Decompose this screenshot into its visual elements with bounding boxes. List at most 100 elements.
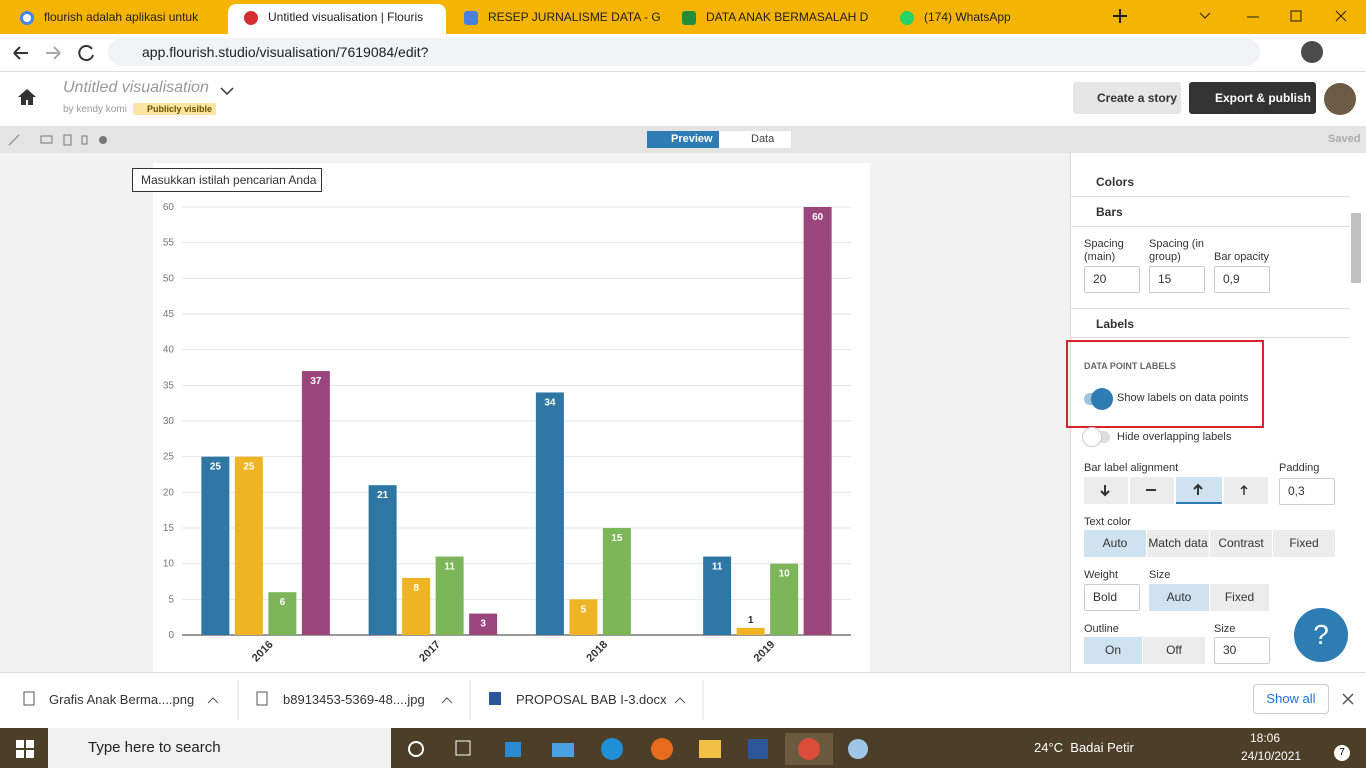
- y-tick-label: 10: [163, 559, 175, 570]
- align-button[interactable]: [1224, 477, 1268, 504]
- show-all-button[interactable]: Show all: [1253, 684, 1329, 714]
- y-tick-label: 35: [163, 380, 175, 391]
- bar: [201, 456, 230, 635]
- profile-avatar[interactable]: [1301, 41, 1323, 63]
- option-button[interactable]: On: [1084, 637, 1142, 664]
- bar: [803, 207, 832, 635]
- data-label: 1: [748, 615, 754, 626]
- download-icons: [23, 680, 1354, 720]
- field-label: Spacing (main): [1084, 238, 1124, 263]
- data-label: 11: [444, 562, 455, 573]
- desktop-icon[interactable]: [40, 135, 53, 144]
- title-dropdown-icon[interactable]: [220, 86, 234, 96]
- weight-select[interactable]: Bold: [1084, 584, 1140, 611]
- tablet-icon[interactable]: [63, 134, 72, 146]
- data-label: 8: [413, 583, 419, 594]
- data-label: 5: [581, 604, 587, 615]
- download-item[interactable]: Grafis Anak Berma....png: [49, 692, 195, 707]
- field-label: Size: [1214, 623, 1236, 635]
- reload-icon[interactable]: [78, 45, 94, 62]
- option-button[interactable]: Contrast: [1210, 530, 1272, 557]
- toggle-label: Hide overlapping labels: [1117, 431, 1232, 443]
- toggle-label: Show labels on data points: [1117, 392, 1249, 404]
- option-button[interactable]: Auto: [1149, 584, 1209, 611]
- bars-section[interactable]: Bars: [1070, 197, 1350, 227]
- forward-icon[interactable]: [46, 46, 61, 60]
- address-bar[interactable]: app.flourish.studio/visualisation/761908…: [108, 38, 1260, 66]
- tab[interactable]: RESEP JURNALISME DATA - G: [448, 4, 660, 34]
- help-button[interactable]: ?: [1294, 608, 1348, 662]
- url: app.flourish.studio/visualisation/761908…: [142, 44, 429, 60]
- data-label: 25: [243, 462, 255, 473]
- bar: [402, 577, 431, 635]
- bar: [602, 528, 631, 635]
- y-tick-label: 20: [163, 487, 175, 498]
- align-icons: [1100, 483, 1248, 497]
- download-item[interactable]: PROPOSAL BAB I-3.docx: [516, 692, 667, 707]
- restore-icon[interactable]: [1290, 10, 1302, 22]
- tab[interactable]: DATA ANAK BERMASALAH D: [666, 4, 878, 34]
- padding-input[interactable]: 0,3: [1279, 478, 1335, 505]
- close-icon[interactable]: [1335, 10, 1347, 22]
- option-button[interactable]: Match data: [1147, 530, 1209, 557]
- tab[interactable]: (174) WhatsApp: [884, 4, 1096, 34]
- window-controls: [1113, 9, 1347, 23]
- vis-title[interactable]: Untitled visualisation: [63, 79, 209, 96]
- weather[interactable]: 24°C Badai Petir: [1034, 740, 1134, 755]
- notification-badge[interactable]: 7: [1334, 745, 1350, 761]
- option-button[interactable]: Auto: [1084, 530, 1146, 557]
- taskbar-search[interactable]: Type here to search: [48, 728, 391, 768]
- new-tab-icon[interactable]: [1113, 9, 1127, 23]
- field-label: Weight: [1084, 569, 1119, 581]
- clock-time[interactable]: 18:06: [1250, 731, 1281, 745]
- data-label: 25: [210, 462, 222, 473]
- option-button[interactable]: Fixed: [1273, 530, 1335, 557]
- data-label: 3: [480, 619, 486, 630]
- data-label: 60: [812, 212, 824, 223]
- settings-icon[interactable]: [99, 136, 107, 144]
- x-tick-label: 2017: [417, 639, 443, 665]
- field-label: Bar label alignment: [1084, 462, 1179, 474]
- user-avatar[interactable]: [1324, 83, 1356, 115]
- clock-date[interactable]: 24/10/2021: [1241, 749, 1302, 763]
- bar: [770, 563, 799, 635]
- colors-section[interactable]: Colors: [1070, 167, 1350, 197]
- toggle-knob: [1091, 388, 1113, 410]
- y-tick-label: 0: [168, 630, 174, 641]
- tab-title: DATA ANAK BERMASALAH D: [706, 10, 869, 24]
- data-label: 21: [377, 490, 389, 501]
- create-story-button[interactable]: Create a story: [1073, 82, 1181, 114]
- x-tick-label: 2016: [250, 639, 276, 665]
- y-tick-label: 60: [163, 202, 175, 213]
- search-box[interactable]: Masukkan istilah pencarian Anda: [132, 168, 322, 192]
- start-icon[interactable]: [16, 740, 34, 758]
- outline-size-input[interactable]: 30: [1214, 637, 1270, 664]
- tab-title: Untitled visualisation | Flouris: [268, 10, 424, 24]
- download-item[interactable]: b8913453-5369-48....jpg: [283, 692, 425, 707]
- tab[interactable]: flourish adalah aplikasi untuk: [4, 4, 226, 34]
- data-tab[interactable]: Data: [719, 131, 791, 148]
- field-input[interactable]: 0,9: [1214, 266, 1270, 293]
- visibility-badge: Publicly visible: [133, 103, 217, 115]
- tab[interactable]: Untitled visualisation | Flouris: [228, 4, 446, 34]
- back-icon[interactable]: [13, 46, 28, 60]
- preview-tab[interactable]: Preview: [647, 131, 719, 148]
- option-button[interactable]: Fixed: [1210, 584, 1269, 611]
- chart-card: [153, 163, 870, 672]
- field-input[interactable]: 20: [1084, 266, 1140, 293]
- export-button[interactable]: Export & publish: [1189, 82, 1316, 114]
- option-button[interactable]: Off: [1143, 637, 1205, 664]
- mobile-icon[interactable]: [81, 135, 88, 145]
- data-label: 10: [779, 569, 791, 580]
- labels-section[interactable]: Labels: [1070, 308, 1350, 338]
- bar: [535, 392, 564, 635]
- taskbar-apps: [408, 733, 868, 765]
- field-input[interactable]: 15: [1149, 266, 1205, 293]
- tab-search-icon[interactable]: [1199, 12, 1211, 19]
- field-label: Outline: [1084, 623, 1119, 635]
- downloads-bar: [0, 672, 1366, 728]
- data-label: 11: [712, 562, 723, 573]
- home-icon[interactable]: [17, 88, 37, 106]
- fullscreen-icon[interactable]: [8, 134, 20, 146]
- bar: [234, 456, 263, 635]
